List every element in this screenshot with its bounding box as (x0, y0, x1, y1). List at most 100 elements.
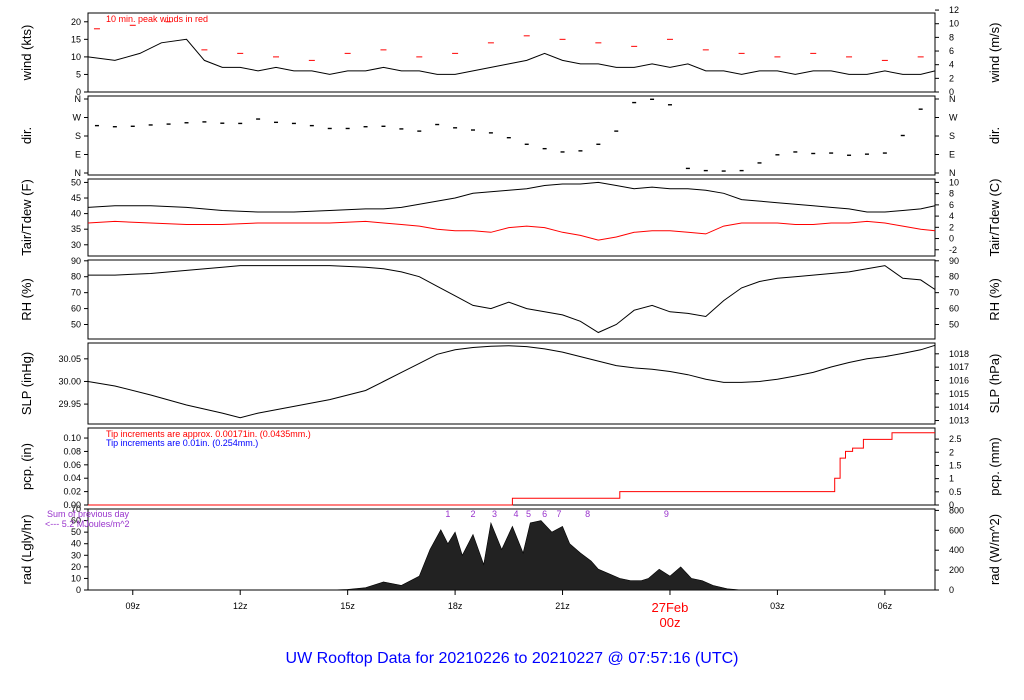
y-axis-label-right: rad (W/m^2) (987, 514, 1002, 585)
hour-marker: 4 (513, 509, 518, 519)
left-tick-label: S (75, 131, 81, 141)
right-tick-label: 8 (949, 189, 954, 199)
left-tick-label: 0 (76, 585, 81, 595)
date-label: 27Feb (652, 600, 689, 615)
right-tick-label: 1.5 (949, 460, 962, 470)
left-tick-label: 0.02 (63, 487, 81, 497)
left-tick-label: 10 (71, 573, 81, 583)
right-tick-label: 0 (949, 87, 954, 97)
right-tick-label: W (949, 113, 958, 123)
y-axis-label-right: pcp. (mm) (987, 437, 1002, 496)
right-tick-label: 4 (949, 211, 954, 221)
left-tick-label: 60 (71, 304, 81, 314)
right-tick-label: 10 (949, 19, 959, 29)
left-tick-label: 70 (71, 504, 81, 514)
y-axis-label-right: RH (%) (987, 278, 1002, 321)
radiation-area (329, 520, 742, 591)
series-line-temp-0 (87, 181, 936, 213)
x-tick-label-highlight: 00z (659, 615, 680, 630)
left-tick-label: 50 (71, 527, 81, 537)
left-tick-label: 70 (71, 288, 81, 298)
y-axis-label-left: RH (%) (19, 278, 34, 321)
x-tick-label: 18z (448, 601, 463, 611)
y-axis-label-left: pcp. (in) (19, 443, 34, 490)
right-tick-label: 1018 (949, 349, 969, 359)
right-tick-label: S (949, 131, 955, 141)
x-tick-label: 15z (340, 601, 355, 611)
hour-marker: 6 (542, 509, 547, 519)
right-tick-label: 1016 (949, 375, 969, 385)
left-tick-label: E (75, 150, 81, 160)
left-tick-label: 40 (71, 209, 81, 219)
y-axis-label-right: Tair/Tdew (C) (987, 178, 1002, 256)
panel-frame (87, 95, 936, 176)
right-tick-label: N (949, 168, 956, 178)
left-tick-label: 80 (71, 272, 81, 282)
left-tick-label: 20 (71, 562, 81, 572)
left-tick-label: 50 (71, 177, 81, 187)
right-tick-label: 600 (949, 525, 964, 535)
right-tick-label: 6 (949, 200, 954, 210)
right-tick-label: 400 (949, 545, 964, 555)
right-tick-label: 1015 (949, 389, 969, 399)
series-line-rh-0 (88, 265, 936, 334)
right-tick-label: 60 (949, 304, 959, 314)
left-tick-label: W (73, 113, 82, 123)
x-tick-label: 21z (555, 601, 570, 611)
pcp-note: Tip increments are approx. 0.00171in. (0… (106, 429, 311, 439)
left-tick-label: 0.08 (63, 446, 81, 456)
right-tick-label: 6 (949, 46, 954, 56)
panel-annotation: 10 min. peak winds in red (106, 14, 208, 24)
right-tick-label: E (949, 150, 955, 160)
y-axis-label-right: wind (m/s) (987, 23, 1002, 84)
x-tick-label: 03z (770, 601, 785, 611)
right-tick-label: 800 (949, 505, 964, 515)
left-tick-label: 0.00 (63, 500, 81, 510)
series-line-pcp-0 (88, 432, 935, 506)
x-tick-label: 09z (126, 601, 141, 611)
x-tick-label: 06z (878, 601, 893, 611)
series-line-slp-0 (87, 344, 936, 419)
left-tick-label: N (75, 168, 82, 178)
right-tick-label: 70 (949, 288, 959, 298)
rad-total-note: <--- 5.2 MJoules/m^2 (45, 519, 130, 529)
hour-marker: 3 (492, 509, 497, 519)
right-tick-label: 50 (949, 320, 959, 330)
right-tick-label: 80 (949, 272, 959, 282)
right-tick-label: 4 (949, 60, 954, 70)
right-tick-label: 1017 (949, 362, 969, 372)
right-tick-label: -2 (949, 245, 957, 255)
series-line-wind-0 (87, 38, 936, 75)
right-tick-label: 2.5 (949, 434, 962, 444)
left-tick-label: 45 (71, 193, 81, 203)
left-tick-label: 30.00 (58, 376, 81, 386)
panel-rh (84, 259, 939, 340)
right-tick-label: 1013 (949, 416, 969, 426)
left-tick-label: 29.95 (58, 399, 81, 409)
left-tick-label: 90 (71, 256, 81, 266)
hour-marker: 2 (470, 509, 475, 519)
rad-sum-note: Sum of previous day (47, 509, 130, 519)
hour-marker: 5 (526, 509, 531, 519)
left-tick-label: 0.10 (63, 433, 81, 443)
left-tick-label: 30 (71, 550, 81, 560)
hour-marker: 8 (585, 509, 590, 519)
left-tick-label: 35 (71, 224, 81, 234)
x-tick-label: 12z (233, 601, 248, 611)
y-axis-label-left: Tair/Tdew (F) (19, 179, 34, 256)
left-tick-label: 60 (71, 516, 81, 526)
right-tick-label: 0 (949, 234, 954, 244)
series-line-temp-1 (87, 220, 936, 241)
left-tick-label: 5 (76, 69, 81, 79)
panel-frame (87, 178, 936, 257)
panel-frame (87, 259, 936, 340)
right-tick-label: 90 (949, 256, 959, 266)
left-tick-label: 30.05 (58, 354, 81, 364)
panel-frame (87, 342, 936, 425)
panel-wind (84, 9, 939, 93)
left-tick-label: 0.06 (63, 460, 81, 470)
y-axis-label-left: rad (Lgly/hr) (19, 514, 34, 584)
hour-marker: 9 (664, 509, 669, 519)
right-tick-label: 10 (949, 177, 959, 187)
